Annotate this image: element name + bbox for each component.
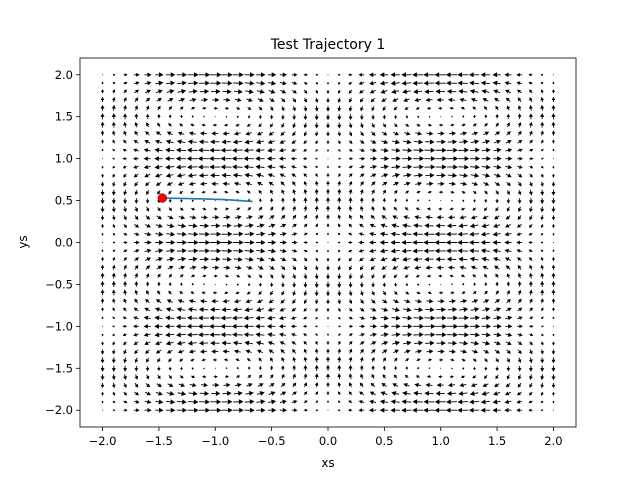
y-tick-label: −0.5 <box>45 277 73 291</box>
x-axis-ticks: −2.0 −1.5 −1.0 −0.5 0.0 0.5 1.0 1.5 2.0 <box>89 427 563 448</box>
y-tick-label: −1.5 <box>45 361 73 375</box>
y-tick-label: 0.5 <box>55 194 73 208</box>
trajectory-layer <box>157 193 253 203</box>
x-tick-label: 1.0 <box>432 434 450 448</box>
x-tick-label: −1.5 <box>145 434 173 448</box>
x-tick-label: 0.5 <box>375 434 393 448</box>
vector-field <box>100 72 556 413</box>
x-axis-label: xs <box>321 456 334 470</box>
quiver-arrows <box>100 72 556 413</box>
y-tick-label: 0.0 <box>55 236 73 250</box>
y-tick-label: 2.0 <box>55 68 73 82</box>
trajectory-line <box>162 197 253 203</box>
y-tick-label: 1.0 <box>55 152 73 166</box>
x-tick-label: −0.5 <box>258 434 286 448</box>
y-tick-label: −2.0 <box>45 403 73 417</box>
x-tick-label: −2.0 <box>89 434 117 448</box>
start-point-marker <box>157 193 167 203</box>
y-tick-label: 1.5 <box>55 110 73 124</box>
chart-title: Test Trajectory 1 <box>270 37 386 53</box>
y-axis-label: ys <box>16 235 30 248</box>
y-tick-label: −1.0 <box>45 319 73 333</box>
x-tick-label: 1.5 <box>488 434 506 448</box>
x-tick-label: 2.0 <box>544 434 562 448</box>
y-axis-ticks: −2.0 −1.5 −1.0 −0.5 0.0 0.5 1.0 1.5 2.0 <box>45 68 80 417</box>
x-tick-label: 0.0 <box>319 434 337 448</box>
x-tick-label: −1.0 <box>201 434 229 448</box>
